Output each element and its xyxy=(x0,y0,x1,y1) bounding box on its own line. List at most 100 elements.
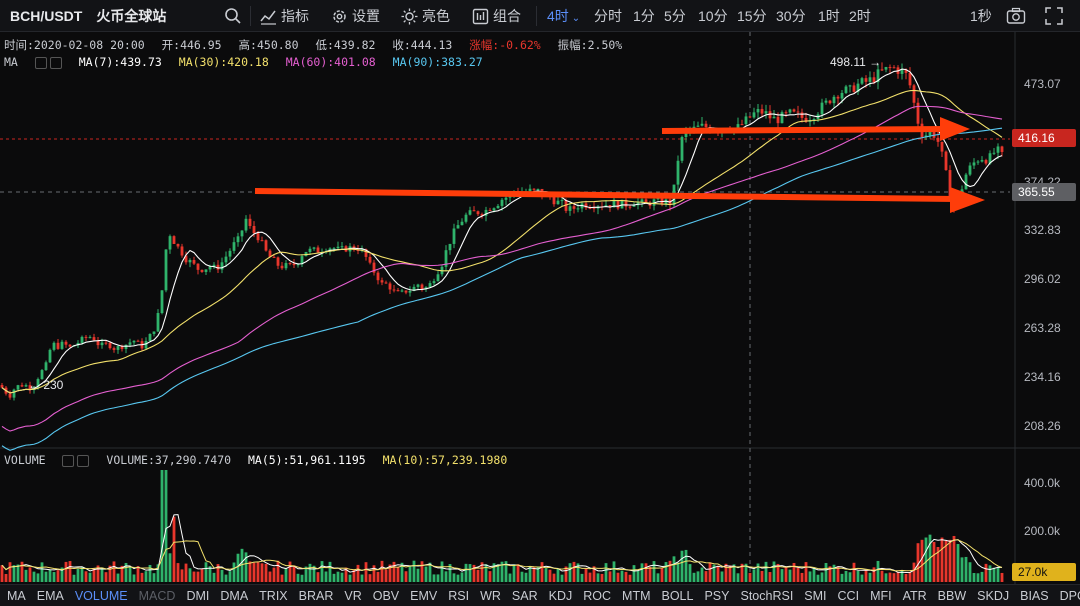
volume-bar xyxy=(4,573,8,582)
volume-controls[interactable] xyxy=(62,454,90,467)
interval-4h[interactable]: 4时 ⌄ xyxy=(547,8,581,24)
indicator-atr[interactable]: ATR xyxy=(902,588,927,603)
arrow-lower-head xyxy=(950,187,985,213)
indicator-dmi[interactable]: DMI xyxy=(186,588,210,603)
volume-bar xyxy=(892,573,896,582)
indicator-smi[interactable]: SMI xyxy=(804,588,827,603)
candle-body xyxy=(932,130,936,138)
indicator-boll[interactable]: BOLL xyxy=(661,588,694,603)
indicator-volume[interactable]: VOLUME xyxy=(74,588,128,603)
indicator-bias[interactable]: BIAS xyxy=(1020,588,1049,603)
volume-bar xyxy=(848,572,852,582)
candle-body xyxy=(372,262,376,273)
volume-bar xyxy=(452,573,456,582)
candle-body xyxy=(216,264,220,270)
volume-bar xyxy=(508,573,512,582)
candle-body xyxy=(280,265,284,269)
ma-controls[interactable] xyxy=(34,56,62,69)
candle-body xyxy=(84,336,88,338)
indicator-sar[interactable]: SAR xyxy=(511,588,538,603)
camera-icon[interactable] xyxy=(1006,6,1026,26)
refresh-rate[interactable]: 1秒 xyxy=(970,8,992,24)
interval-1m[interactable]: 1分 xyxy=(633,8,655,24)
interval-5m[interactable]: 5分 xyxy=(664,8,686,24)
indicator-rsi[interactable]: RSI xyxy=(448,588,470,603)
volume-bar xyxy=(860,574,864,582)
indicator-mtm[interactable]: MTM xyxy=(622,588,651,603)
indicator-emv[interactable]: EMV xyxy=(410,588,438,603)
indicator-wr[interactable]: WR xyxy=(480,588,501,603)
volume-bar xyxy=(468,564,472,582)
indicator-obv[interactable]: OBV xyxy=(372,588,400,603)
candle-body xyxy=(164,249,168,291)
volume-bar xyxy=(732,564,736,582)
volume-bar xyxy=(436,574,440,582)
indicator-psy[interactable]: PSY xyxy=(704,588,730,603)
volume-bar xyxy=(324,571,328,582)
volume-bar xyxy=(704,571,708,582)
indicator-trix[interactable]: TRIX xyxy=(259,588,288,603)
candle-body xyxy=(172,236,176,244)
volume-bar xyxy=(584,568,588,582)
indicator-dma[interactable]: DMA xyxy=(220,588,249,603)
volume-bar xyxy=(760,570,764,582)
volume-bar xyxy=(748,572,752,582)
candle-body xyxy=(16,385,20,390)
volume-bar xyxy=(220,569,224,582)
indicator-dpo[interactable]: DPO xyxy=(1059,588,1080,603)
indicator-button[interactable]: 指标 xyxy=(260,6,309,26)
indicator-mfi[interactable]: MFI xyxy=(870,588,892,603)
volume-close-icon[interactable] xyxy=(77,454,90,467)
indicator-ma[interactable]: MA xyxy=(7,588,26,603)
indicator-skdj[interactable]: SKDJ xyxy=(977,588,1010,603)
indicator-cci[interactable]: CCI xyxy=(837,588,860,603)
interval-1h[interactable]: 1时 xyxy=(818,8,840,24)
indicator-vr[interactable]: VR xyxy=(344,588,362,603)
candle-body xyxy=(268,250,272,257)
volume-bar xyxy=(152,573,156,582)
ohlc-change: 涨幅:-0.62% xyxy=(469,38,541,52)
indicator-brar[interactable]: BRAR xyxy=(298,588,334,603)
fullscreen-icon[interactable] xyxy=(1044,6,1064,26)
candle-body xyxy=(288,263,292,265)
ma-settings-icon[interactable] xyxy=(34,56,47,69)
theme-button[interactable]: 亮色 xyxy=(401,6,450,26)
symbol-selector[interactable]: BCH/USDT 火币全球站 xyxy=(0,6,166,26)
interval-15m[interactable]: 15分 xyxy=(737,8,767,24)
interval-10m[interactable]: 10分 xyxy=(698,8,728,24)
volume-bar xyxy=(236,553,240,582)
volume-bar xyxy=(372,565,376,582)
candle-body xyxy=(676,160,680,185)
indicator-macd[interactable]: MACD xyxy=(138,588,176,603)
candle-body xyxy=(76,342,80,346)
price-chart[interactable] xyxy=(0,32,1080,584)
candle-body xyxy=(496,205,500,209)
settings-button[interactable]: 设置 xyxy=(331,6,380,26)
volume-bar xyxy=(688,564,692,582)
volume-bar xyxy=(968,562,972,582)
indicator-roc[interactable]: ROC xyxy=(583,588,612,603)
volume-bar xyxy=(64,561,68,582)
candle-body xyxy=(844,86,848,93)
interval-2h[interactable]: 2时 xyxy=(849,8,871,24)
volume-bar xyxy=(980,571,984,582)
layout-button[interactable]: 组合 xyxy=(472,6,521,26)
volume-bar xyxy=(412,560,416,582)
volume-bar xyxy=(360,574,364,582)
search-icon[interactable] xyxy=(224,7,242,25)
volume-bars xyxy=(0,470,1004,582)
volume-bar xyxy=(396,567,400,582)
ohlc-open: 开:446.95 xyxy=(161,38,222,52)
indicator-stochrsi[interactable]: StochRSI xyxy=(740,588,794,603)
indicator-ema[interactable]: EMA xyxy=(36,588,64,603)
interval-timeline[interactable]: 分时 xyxy=(594,8,622,24)
cursor-price-tag: 365.55 xyxy=(1012,183,1076,201)
volume-bar xyxy=(516,564,520,582)
ma-close-icon[interactable] xyxy=(49,56,62,69)
indicator-bbw[interactable]: BBW xyxy=(937,588,967,603)
indicator-kdj[interactable]: KDJ xyxy=(548,588,573,603)
volume-settings-icon[interactable] xyxy=(62,454,75,467)
volume-bar xyxy=(420,561,424,582)
candle-body xyxy=(680,137,684,161)
interval-30m[interactable]: 30分 xyxy=(776,8,806,24)
